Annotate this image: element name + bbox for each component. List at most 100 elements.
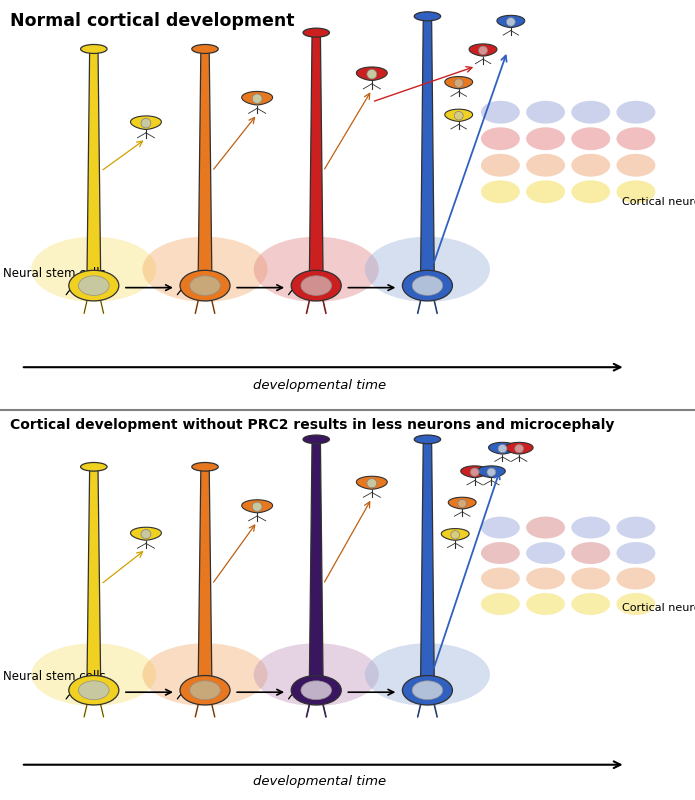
Ellipse shape <box>252 502 262 511</box>
Ellipse shape <box>571 154 610 177</box>
Ellipse shape <box>367 70 377 79</box>
Ellipse shape <box>69 675 119 705</box>
Ellipse shape <box>31 643 156 706</box>
Ellipse shape <box>180 675 230 705</box>
Polygon shape <box>461 466 489 478</box>
Polygon shape <box>441 529 469 540</box>
Ellipse shape <box>455 111 463 120</box>
Ellipse shape <box>471 468 479 476</box>
Ellipse shape <box>365 237 490 302</box>
Text: developmental time: developmental time <box>253 775 386 788</box>
Text: Cortical development without PRC2 results in less neurons and microcephaly: Cortical development without PRC2 result… <box>10 418 615 432</box>
Ellipse shape <box>412 681 443 700</box>
Ellipse shape <box>301 276 332 295</box>
Ellipse shape <box>481 567 520 590</box>
Ellipse shape <box>412 276 443 295</box>
Ellipse shape <box>526 154 565 177</box>
Ellipse shape <box>190 681 220 700</box>
Ellipse shape <box>481 154 520 177</box>
Ellipse shape <box>481 593 520 615</box>
Ellipse shape <box>571 542 610 564</box>
Ellipse shape <box>79 276 109 295</box>
Ellipse shape <box>458 499 466 508</box>
Polygon shape <box>87 467 101 690</box>
Polygon shape <box>445 109 473 122</box>
Ellipse shape <box>507 18 515 26</box>
Text: Cortical neurons: Cortical neurons <box>622 603 695 613</box>
Ellipse shape <box>526 593 565 615</box>
Ellipse shape <box>192 45 218 54</box>
Polygon shape <box>489 442 516 454</box>
Ellipse shape <box>81 45 107 54</box>
Polygon shape <box>497 15 525 27</box>
Polygon shape <box>131 116 161 130</box>
Ellipse shape <box>526 101 565 124</box>
Ellipse shape <box>481 542 520 564</box>
Ellipse shape <box>515 445 523 453</box>
Ellipse shape <box>141 530 151 538</box>
Ellipse shape <box>571 127 610 150</box>
Polygon shape <box>357 476 387 490</box>
Ellipse shape <box>303 28 329 37</box>
Ellipse shape <box>526 517 565 538</box>
Polygon shape <box>309 33 323 286</box>
Ellipse shape <box>571 180 610 203</box>
Ellipse shape <box>616 567 655 590</box>
Ellipse shape <box>142 643 268 706</box>
Ellipse shape <box>291 675 341 705</box>
Ellipse shape <box>402 675 452 705</box>
Ellipse shape <box>616 517 655 538</box>
Ellipse shape <box>69 270 119 301</box>
Polygon shape <box>198 467 212 690</box>
Ellipse shape <box>254 237 379 302</box>
Ellipse shape <box>616 127 655 150</box>
Ellipse shape <box>571 593 610 615</box>
Polygon shape <box>309 439 323 690</box>
Ellipse shape <box>291 270 341 301</box>
Ellipse shape <box>616 180 655 203</box>
Ellipse shape <box>455 78 463 87</box>
Ellipse shape <box>365 643 490 706</box>
Polygon shape <box>87 49 101 286</box>
Ellipse shape <box>414 435 441 444</box>
Ellipse shape <box>367 478 377 488</box>
Polygon shape <box>477 466 505 478</box>
Ellipse shape <box>142 237 268 302</box>
Ellipse shape <box>81 462 107 471</box>
Polygon shape <box>420 16 434 286</box>
Ellipse shape <box>571 101 610 124</box>
Polygon shape <box>131 527 161 540</box>
Text: Normal cortical development: Normal cortical development <box>10 12 295 30</box>
Ellipse shape <box>616 154 655 177</box>
Polygon shape <box>198 49 212 286</box>
Ellipse shape <box>481 180 520 203</box>
Polygon shape <box>445 77 473 89</box>
Ellipse shape <box>192 462 218 471</box>
Polygon shape <box>357 67 387 81</box>
Text: Neural stem cells: Neural stem cells <box>3 267 106 280</box>
Ellipse shape <box>301 681 332 700</box>
Polygon shape <box>242 91 272 105</box>
Ellipse shape <box>498 445 507 453</box>
Ellipse shape <box>481 517 520 538</box>
Ellipse shape <box>481 127 520 150</box>
Ellipse shape <box>616 542 655 564</box>
Ellipse shape <box>303 435 329 444</box>
Polygon shape <box>448 498 476 509</box>
Ellipse shape <box>190 276 220 295</box>
Polygon shape <box>505 442 533 454</box>
Ellipse shape <box>481 101 520 124</box>
Polygon shape <box>420 439 434 690</box>
Ellipse shape <box>479 46 487 54</box>
Ellipse shape <box>526 127 565 150</box>
Ellipse shape <box>141 118 151 128</box>
Ellipse shape <box>526 542 565 564</box>
Polygon shape <box>242 500 272 513</box>
Text: Neural stem cells: Neural stem cells <box>3 670 106 683</box>
Ellipse shape <box>402 270 452 301</box>
Ellipse shape <box>571 517 610 538</box>
Ellipse shape <box>526 180 565 203</box>
Ellipse shape <box>451 530 459 539</box>
Ellipse shape <box>526 567 565 590</box>
Ellipse shape <box>180 270 230 301</box>
